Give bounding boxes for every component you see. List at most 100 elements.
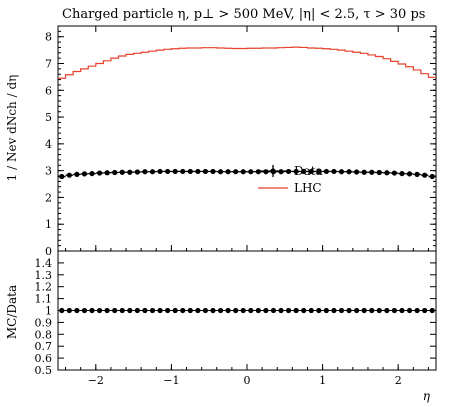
data-point bbox=[172, 168, 178, 175]
ratio-y-tick-label: 0.8 bbox=[35, 328, 53, 341]
ratio-point bbox=[263, 307, 269, 314]
ratio-y-axis-label: MC/Data bbox=[5, 285, 19, 339]
chart-title: Charged particle η, p⊥ > 500 MeV, |η| < … bbox=[62, 7, 425, 22]
data-point bbox=[210, 168, 216, 175]
main-y-tick-label: 1 bbox=[45, 218, 52, 231]
ratio-point bbox=[285, 307, 292, 314]
ratio-point bbox=[66, 307, 72, 314]
ratio-point bbox=[187, 307, 193, 314]
data-point bbox=[240, 169, 246, 175]
main-y-tick-label: 5 bbox=[45, 111, 52, 124]
data-point bbox=[323, 168, 329, 175]
ratio-point bbox=[316, 307, 322, 314]
data-point bbox=[285, 168, 292, 175]
data-point bbox=[429, 173, 435, 180]
data-point bbox=[422, 172, 428, 178]
ratio-point bbox=[376, 307, 382, 314]
series-data-points bbox=[58, 168, 436, 180]
ratio-point bbox=[399, 307, 405, 314]
main-panel-frame bbox=[57, 25, 437, 252]
ratio-y-tick-label: 1.3 bbox=[35, 269, 53, 282]
data-point bbox=[81, 171, 88, 177]
data-point bbox=[217, 169, 224, 175]
ratio-point bbox=[172, 307, 178, 314]
ratio-point bbox=[248, 307, 254, 314]
data-point bbox=[149, 169, 156, 175]
ratio-point bbox=[323, 307, 329, 314]
data-point bbox=[112, 169, 118, 176]
data-point bbox=[187, 168, 193, 175]
ratio-point bbox=[346, 307, 352, 314]
data-point bbox=[316, 168, 322, 175]
ratio-point bbox=[233, 307, 239, 314]
ratio-point bbox=[301, 307, 307, 314]
x-tick-label: 2 bbox=[395, 374, 402, 387]
ratio-point bbox=[210, 307, 216, 314]
ratio-point bbox=[81, 307, 88, 314]
data-point bbox=[202, 168, 209, 175]
main-y-tick-label: 4 bbox=[45, 138, 52, 151]
ratio-point bbox=[361, 307, 367, 314]
ratio-point bbox=[134, 307, 140, 314]
data-point bbox=[119, 169, 125, 175]
ratio-x-axis: −2 −1 0 1 2 bbox=[65, 364, 429, 387]
ratio-point bbox=[149, 307, 156, 314]
data-point bbox=[195, 168, 201, 175]
ratio-point bbox=[157, 307, 163, 314]
data-point bbox=[248, 169, 254, 175]
ratio-panel: 0.50.60.70.80.911.11.21.31.4 −2 −1 0 1 2 MC/… bbox=[5, 250, 437, 387]
ratio-y-tick-label: 1 bbox=[45, 305, 52, 318]
ratio-point bbox=[414, 307, 420, 314]
ratio-point bbox=[89, 307, 95, 314]
ratio-y-tick-label: 0.6 bbox=[35, 352, 53, 365]
data-point bbox=[346, 169, 352, 175]
ratio-y-tick-label: 1.1 bbox=[35, 293, 53, 306]
data-point bbox=[165, 168, 171, 175]
data-point bbox=[278, 169, 284, 175]
ratio-point bbox=[255, 307, 261, 314]
data-point bbox=[89, 170, 95, 177]
ratio-point bbox=[112, 307, 118, 314]
ratio-point bbox=[391, 307, 398, 314]
data-point bbox=[263, 169, 269, 175]
ratio-point bbox=[278, 307, 284, 314]
ratio-point bbox=[240, 307, 246, 314]
data-point bbox=[180, 168, 186, 175]
legend-data-marker-dot bbox=[270, 168, 276, 174]
ratio-y-tick-label: 1.4 bbox=[35, 257, 53, 270]
data-point bbox=[414, 171, 420, 177]
legend: Data LHC bbox=[258, 164, 323, 195]
ratio-point bbox=[142, 307, 148, 314]
data-point bbox=[157, 168, 163, 175]
main-y-tick-label: 7 bbox=[45, 58, 52, 71]
ratio-point bbox=[202, 307, 209, 314]
ratio-point bbox=[119, 307, 125, 314]
data-point bbox=[134, 169, 140, 175]
ratio-point bbox=[429, 307, 435, 314]
ratio-point bbox=[180, 307, 186, 314]
data-point bbox=[74, 171, 80, 177]
main-y-tick-label: 6 bbox=[45, 84, 52, 97]
data-point bbox=[293, 168, 299, 175]
y-axis-label: 1 / Nev dNch / dη bbox=[5, 75, 19, 182]
data-point bbox=[354, 169, 360, 175]
data-point bbox=[127, 169, 133, 175]
ratio-point bbox=[270, 307, 277, 314]
data-point bbox=[225, 169, 231, 175]
ratio-point bbox=[127, 307, 133, 314]
ratio-point bbox=[384, 307, 390, 314]
ratio-data-points bbox=[59, 307, 435, 314]
ratio-point bbox=[96, 307, 103, 314]
main-x-ticks bbox=[65, 26, 429, 251]
ratio-point bbox=[195, 307, 201, 314]
ratio-point bbox=[217, 307, 224, 314]
ratio-point bbox=[308, 307, 314, 314]
ratio-y-tick-label: 0.7 bbox=[35, 340, 53, 353]
ratio-point bbox=[406, 307, 413, 314]
data-point bbox=[369, 169, 375, 175]
ratio-point bbox=[293, 307, 299, 314]
data-point bbox=[376, 169, 382, 176]
data-point bbox=[66, 172, 72, 178]
data-point bbox=[301, 168, 307, 175]
legend-lhc-label: LHC bbox=[294, 181, 322, 195]
